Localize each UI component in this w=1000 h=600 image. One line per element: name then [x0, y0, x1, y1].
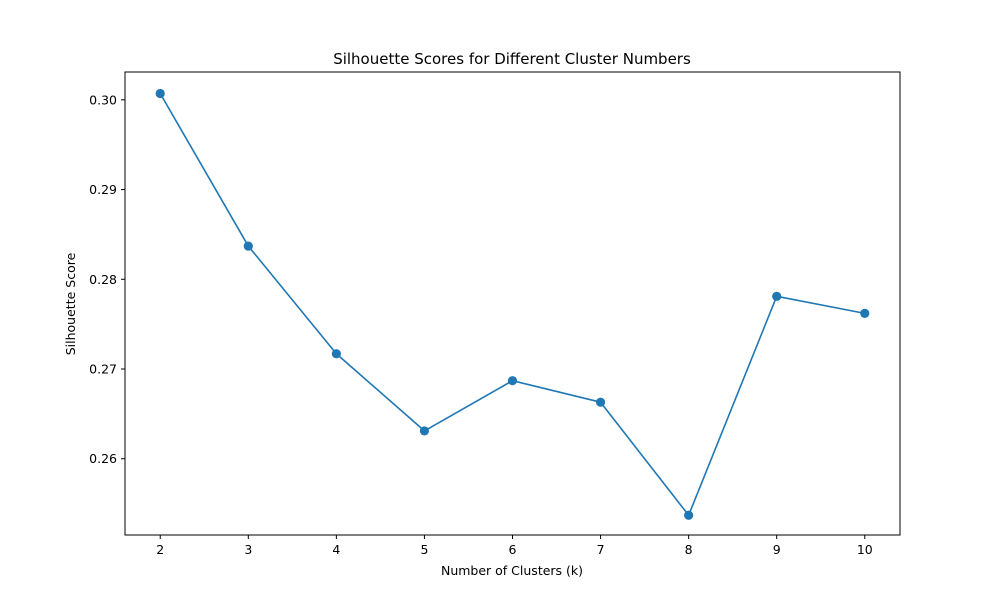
data-point [243, 241, 253, 251]
data-point [331, 349, 341, 359]
data-point [155, 88, 165, 99]
x-tick-label: 5 [420, 542, 428, 557]
data-point [860, 308, 870, 318]
x-tick-label: 4 [332, 542, 340, 557]
x-tick-label: 10 [857, 542, 873, 557]
x-tick-label: 8 [685, 542, 693, 557]
y-tick-label: 0.29 [89, 182, 117, 197]
data-point [684, 510, 694, 520]
data-point [772, 291, 782, 301]
data-point [595, 397, 606, 407]
chart-title: Silhouette Scores for Different Cluster … [333, 50, 691, 68]
x-tick-label: 3 [244, 542, 252, 557]
x-tick-label: 9 [773, 542, 781, 557]
y-tick-label: 0.27 [89, 362, 117, 377]
data-point [419, 426, 430, 436]
data-point [507, 376, 518, 386]
y-tick-label: 0.28 [89, 272, 117, 287]
x-tick-label: 2 [156, 542, 164, 557]
series-line [159, 93, 865, 517]
y-tick-label: 0.30 [89, 92, 117, 107]
plot-area [155, 88, 870, 520]
y-axis-label: Silhouette Score [63, 252, 78, 355]
x-axis-label: Number of Clusters (k) [441, 563, 583, 578]
axes-frame [124, 71, 901, 536]
y-tick-label: 0.26 [89, 451, 117, 466]
x-tick-label: 6 [509, 542, 517, 557]
x-tick-label: 7 [597, 542, 605, 557]
